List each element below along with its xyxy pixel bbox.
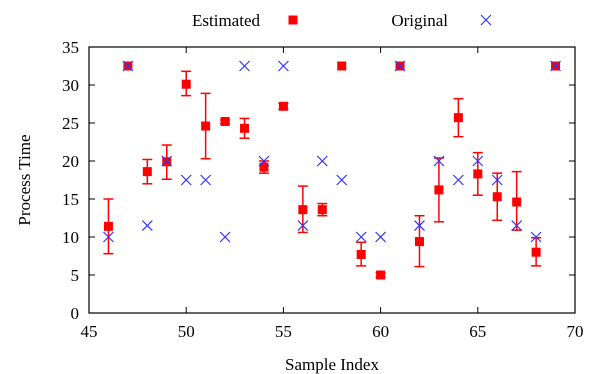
original-point <box>103 231 114 243</box>
estimated-point <box>142 167 152 177</box>
x-tick-label: 50 <box>178 322 195 341</box>
legend-marker-original-b <box>480 14 492 26</box>
original-point <box>200 174 212 186</box>
original-point <box>452 174 464 186</box>
x-axis-title: Sample Index <box>285 355 379 374</box>
y-axis-title: Process Time <box>15 134 34 225</box>
estimated-point <box>376 270 386 280</box>
original-point <box>297 220 309 232</box>
y-tick-label: 35 <box>62 38 79 57</box>
original-point-stroke-b <box>355 231 367 243</box>
original-point <box>336 174 348 186</box>
estimated-point <box>512 197 522 207</box>
legend-label-original: Original <box>391 11 448 30</box>
estimated-point <box>278 101 288 111</box>
original-point-stroke-b <box>336 174 348 186</box>
x-tick-label: 70 <box>567 322 584 341</box>
estimated-point <box>356 249 366 259</box>
legend-label-estimated: Estimated <box>192 11 260 30</box>
original-point-stroke-b <box>161 155 173 167</box>
original-point-stroke-b <box>316 155 328 167</box>
original-point-stroke-b <box>511 220 523 232</box>
original-point-stroke-b <box>414 220 425 232</box>
original-point-stroke-b <box>452 174 464 186</box>
original-point <box>394 60 406 72</box>
original-point <box>491 174 503 186</box>
y-tick-label: 5 <box>71 266 80 285</box>
original-point-stroke-b <box>433 155 445 167</box>
error-bars <box>103 70 542 279</box>
x-tick-label: 45 <box>81 322 98 341</box>
estimated-point <box>103 221 113 231</box>
estimated-point <box>181 79 191 89</box>
original-point <box>161 155 173 167</box>
estimated-point <box>473 169 483 179</box>
series-marks <box>103 60 561 280</box>
original-point-stroke-b <box>297 220 309 232</box>
legend-marker-original <box>480 14 492 26</box>
original-point <box>239 60 250 72</box>
original-point <box>277 60 289 72</box>
original-point <box>375 231 387 243</box>
original-point <box>258 155 270 167</box>
original-point <box>414 220 425 232</box>
original-point-stroke-b <box>258 155 270 167</box>
y-tick-label: 30 <box>62 76 79 95</box>
estimated-point <box>453 113 463 123</box>
original-point-stroke-b <box>103 231 114 243</box>
estimated-point <box>337 61 347 71</box>
original-point <box>141 220 153 232</box>
original-point <box>550 60 561 72</box>
original-point-stroke-b <box>180 174 192 186</box>
estimated-point <box>220 116 230 126</box>
y-tick-label: 25 <box>62 114 79 133</box>
estimated-point <box>434 185 444 195</box>
original-point-stroke-b <box>141 220 153 232</box>
axes <box>88 46 576 314</box>
original-point-stroke-b <box>239 60 250 72</box>
estimated-point <box>317 205 327 215</box>
original-point <box>316 155 328 167</box>
original-point-stroke-b <box>530 231 542 243</box>
legend: Estimated Original <box>192 11 492 30</box>
original-point <box>180 174 192 186</box>
original-point-stroke-b <box>200 174 212 186</box>
y-tick-label: 15 <box>62 190 79 209</box>
y-tick-label: 10 <box>62 228 79 247</box>
x-tick-label: 60 <box>372 322 389 341</box>
ticks: 45 50 55 60 65 70 0 5 10 15 20 25 30 35 <box>62 38 584 341</box>
original-point <box>355 231 367 243</box>
estimated-point <box>240 123 250 133</box>
original-point <box>433 155 445 167</box>
original-point-stroke-b <box>394 60 406 72</box>
original-point-stroke-b <box>219 231 231 243</box>
plot-frame <box>88 46 576 314</box>
original-point <box>122 60 134 72</box>
estimated-point <box>414 237 424 247</box>
estimated-point <box>531 247 541 257</box>
original-point-stroke-b <box>491 174 503 186</box>
y-tick-label: 20 <box>62 152 79 171</box>
x-tick-label: 65 <box>469 322 486 341</box>
original-point <box>219 231 231 243</box>
y-tick-label: 0 <box>71 304 80 323</box>
original-point-stroke-b <box>122 60 134 72</box>
original-point-stroke-b <box>472 155 484 167</box>
original-point-stroke-b <box>277 60 289 72</box>
original-point-stroke-b <box>375 231 387 243</box>
original-point <box>472 155 484 167</box>
original-point <box>530 231 542 243</box>
x-tick-label: 55 <box>275 322 292 341</box>
estimated-point <box>259 162 269 172</box>
legend-marker-estimated <box>288 15 298 25</box>
estimated-point <box>298 205 308 215</box>
original-point <box>511 220 523 232</box>
original-point-stroke-b <box>550 60 561 72</box>
estimated-point <box>201 121 211 131</box>
estimated-point <box>492 192 502 202</box>
